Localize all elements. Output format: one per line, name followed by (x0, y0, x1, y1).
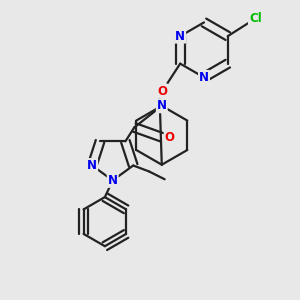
Text: O: O (158, 85, 167, 98)
Text: N: N (87, 159, 97, 172)
Text: N: N (157, 99, 167, 112)
Text: Cl: Cl (249, 12, 262, 25)
Text: N: N (108, 174, 118, 187)
Text: O: O (165, 131, 175, 144)
Text: N: N (199, 71, 209, 84)
Text: N: N (175, 30, 185, 43)
